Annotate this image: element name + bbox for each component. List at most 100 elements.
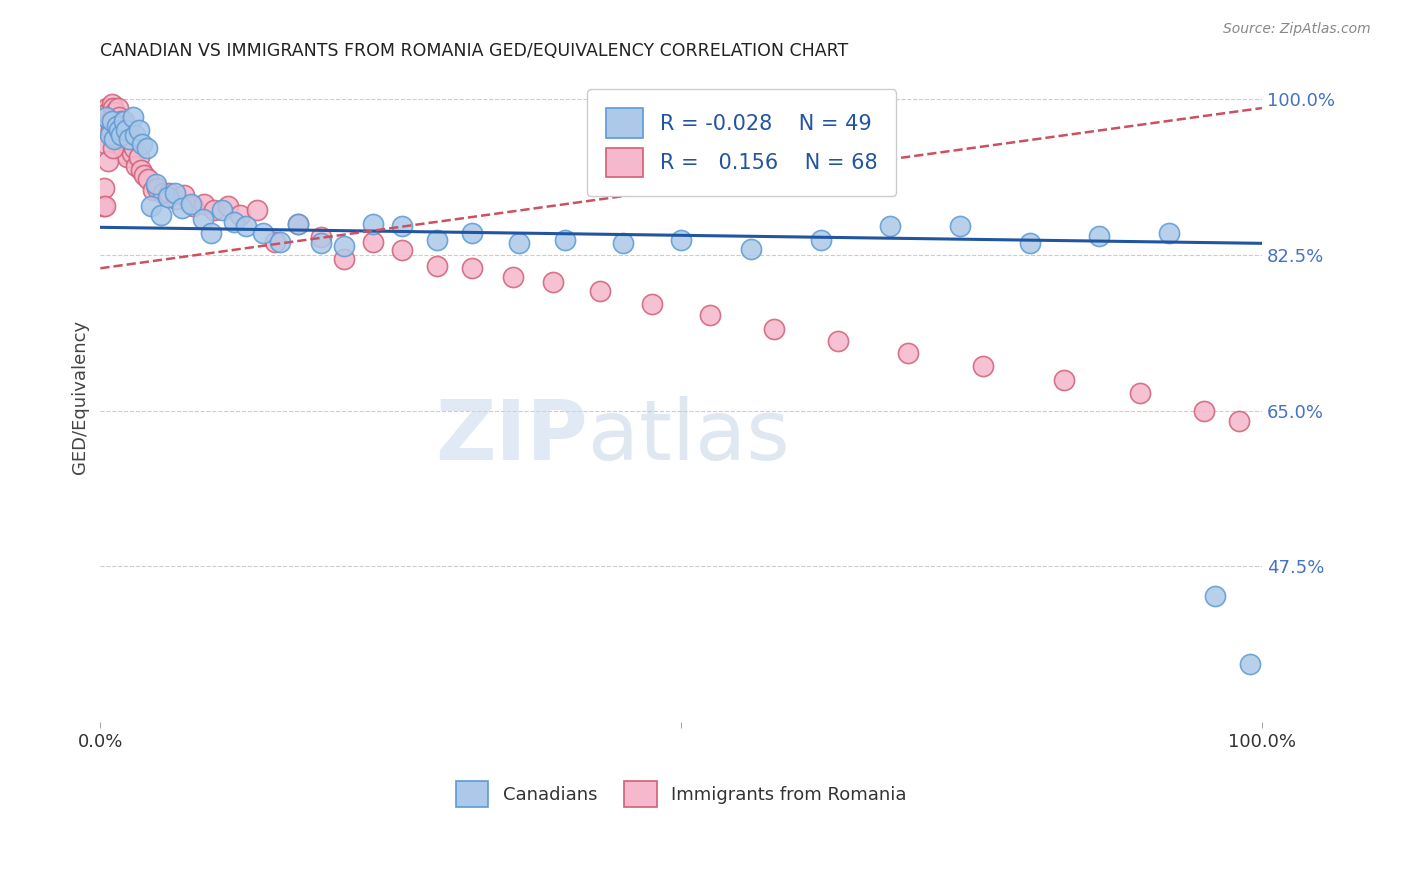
Point — [135, 141, 157, 155]
Point — [97, 105, 120, 120]
Point — [108, 123, 131, 137]
Point — [112, 114, 135, 128]
Point — [391, 219, 413, 233]
Point — [142, 183, 165, 197]
Point — [107, 101, 129, 115]
Point — [287, 217, 309, 231]
Point — [96, 110, 118, 124]
Point — [101, 141, 124, 155]
Point — [101, 96, 124, 111]
Text: ZIP: ZIP — [436, 396, 588, 477]
Point — [111, 128, 134, 142]
Point — [202, 202, 225, 217]
Point — [193, 197, 215, 211]
Point — [115, 132, 138, 146]
Point — [108, 136, 131, 151]
Point — [101, 101, 124, 115]
Point — [115, 123, 138, 137]
Point — [1239, 657, 1261, 672]
Point — [810, 233, 832, 247]
Point — [100, 123, 122, 137]
Point — [897, 346, 920, 360]
Point — [949, 219, 972, 233]
Point — [134, 168, 156, 182]
Point — [128, 150, 150, 164]
Point — [391, 244, 413, 258]
Point — [96, 136, 118, 151]
Point — [180, 197, 202, 211]
Point — [103, 123, 125, 137]
Point — [1018, 236, 1040, 251]
Point — [101, 114, 124, 128]
Point — [146, 181, 169, 195]
Point — [827, 334, 849, 349]
Point — [461, 226, 484, 240]
Point — [508, 236, 530, 251]
Point — [97, 154, 120, 169]
Point — [612, 236, 634, 251]
Point — [309, 236, 332, 251]
Point — [246, 203, 269, 218]
Point — [543, 275, 565, 289]
Point — [363, 235, 385, 249]
Text: atlas: atlas — [588, 396, 790, 477]
Point — [252, 226, 274, 240]
Point — [103, 132, 125, 146]
Point — [94, 199, 117, 213]
Point — [122, 141, 145, 155]
Point — [222, 215, 245, 229]
Point — [105, 119, 128, 133]
Point — [1088, 229, 1111, 244]
Point — [93, 181, 115, 195]
Point — [1192, 403, 1215, 417]
Point — [333, 252, 356, 267]
Point — [124, 128, 146, 142]
Point — [287, 217, 309, 231]
Point — [211, 203, 233, 218]
Point — [181, 199, 204, 213]
Point — [426, 233, 449, 247]
Text: Source: ZipAtlas.com: Source: ZipAtlas.com — [1223, 22, 1371, 37]
Point — [1053, 372, 1076, 386]
Point — [879, 219, 901, 233]
Point — [108, 110, 131, 124]
Point — [104, 129, 127, 144]
Point — [152, 186, 174, 200]
Point — [235, 219, 257, 233]
Point — [115, 150, 138, 164]
Point — [118, 128, 141, 142]
Point — [502, 270, 524, 285]
Point — [156, 190, 179, 204]
Point — [165, 192, 187, 206]
Point — [112, 145, 135, 160]
Point — [173, 188, 195, 202]
Point — [740, 242, 762, 256]
Point — [163, 186, 186, 200]
Point — [96, 101, 118, 115]
Point — [1157, 226, 1180, 240]
Point — [589, 284, 612, 298]
Point — [114, 119, 136, 133]
Point — [217, 199, 239, 213]
Point — [121, 145, 143, 160]
Point — [131, 136, 153, 151]
Point — [141, 199, 163, 213]
Point — [554, 233, 576, 247]
Point — [263, 235, 285, 249]
Point — [98, 128, 121, 142]
Point — [269, 235, 291, 249]
Point — [125, 159, 148, 173]
Point — [149, 208, 172, 222]
Point — [136, 172, 159, 186]
Y-axis label: GED/Equivalency: GED/Equivalency — [72, 320, 89, 475]
Point — [91, 199, 114, 213]
Point — [104, 105, 127, 120]
Point — [333, 239, 356, 253]
Point — [129, 163, 152, 178]
Point — [110, 114, 132, 128]
Point — [191, 212, 214, 227]
Legend: Canadians, Immigrants from Romania: Canadians, Immigrants from Romania — [441, 767, 921, 822]
Point — [200, 226, 222, 240]
Point — [122, 110, 145, 124]
Point — [1227, 414, 1250, 428]
